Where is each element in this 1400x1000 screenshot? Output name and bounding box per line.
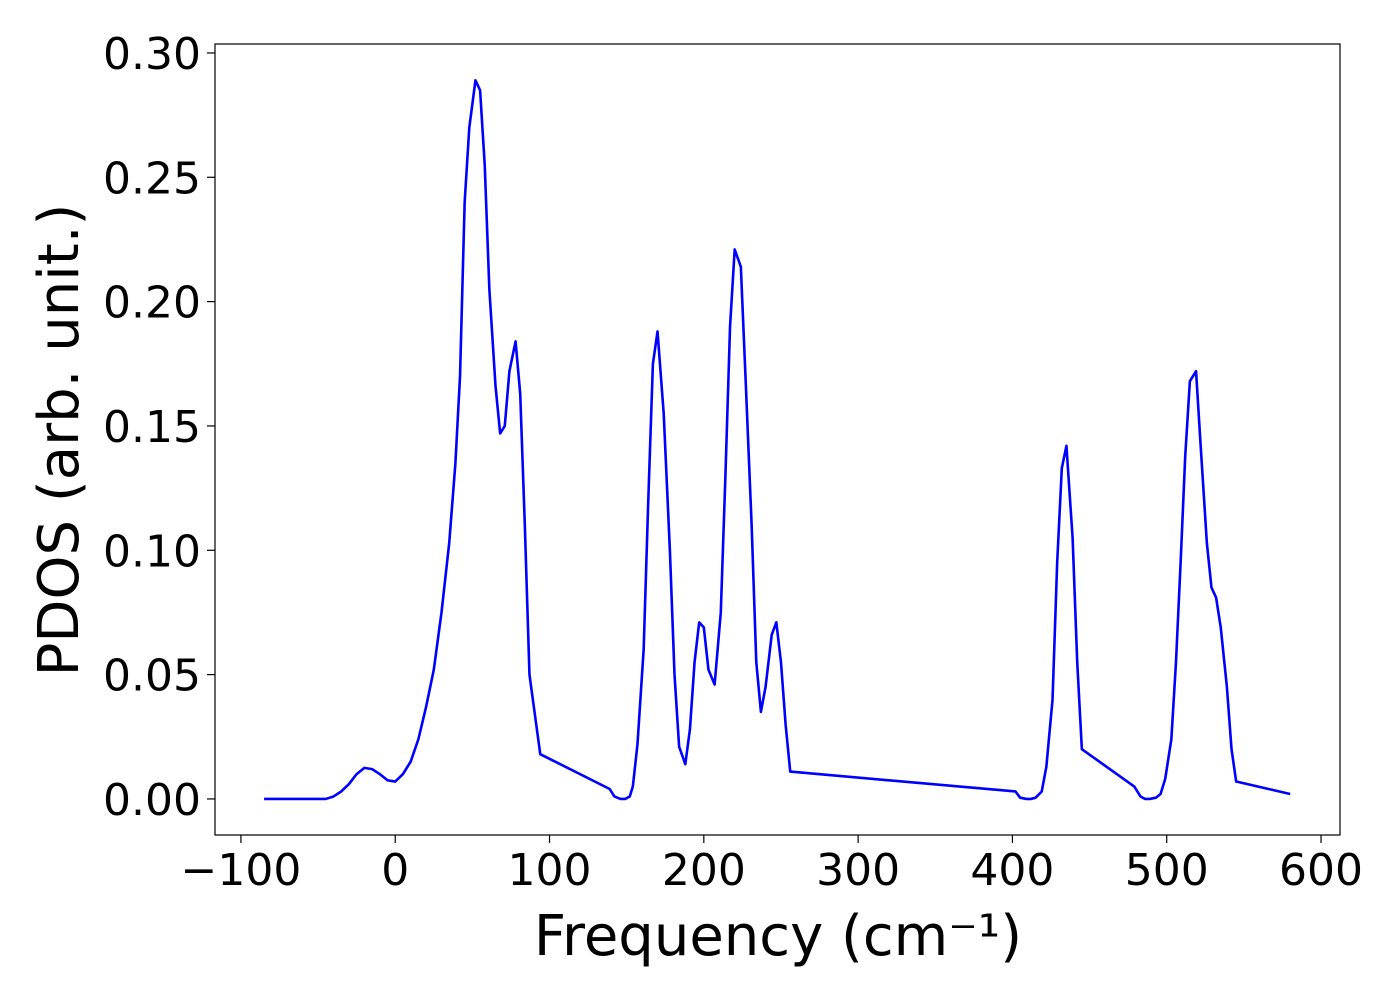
y-tick-label: 0.15 [103,402,201,453]
y-tick-label: 0.05 [103,651,201,702]
x-tick-label: 0 [381,845,409,896]
y-tick-label: 0.10 [103,526,201,577]
x-tick-label: 400 [970,845,1054,896]
x-tick-label: 600 [1279,845,1363,896]
y-tick-label: 0.30 [103,29,201,80]
x-tick-label: 300 [816,845,900,896]
x-tick-label: 200 [662,845,746,896]
x-tick-label: 100 [508,845,592,896]
y-axis-label: PDOS (arb. unit.) [27,204,92,677]
x-tick-label: 500 [1125,845,1209,896]
x-axis-label: Frequency (cm⁻¹) [534,904,1022,969]
y-tick-label: 0.20 [103,278,201,329]
plot-frame [214,43,1341,836]
y-tick-label: 0.25 [103,153,201,204]
x-tick-label: −100 [180,845,301,896]
y-tick-label: 0.00 [103,775,201,826]
pdos-line [264,79,1291,801]
